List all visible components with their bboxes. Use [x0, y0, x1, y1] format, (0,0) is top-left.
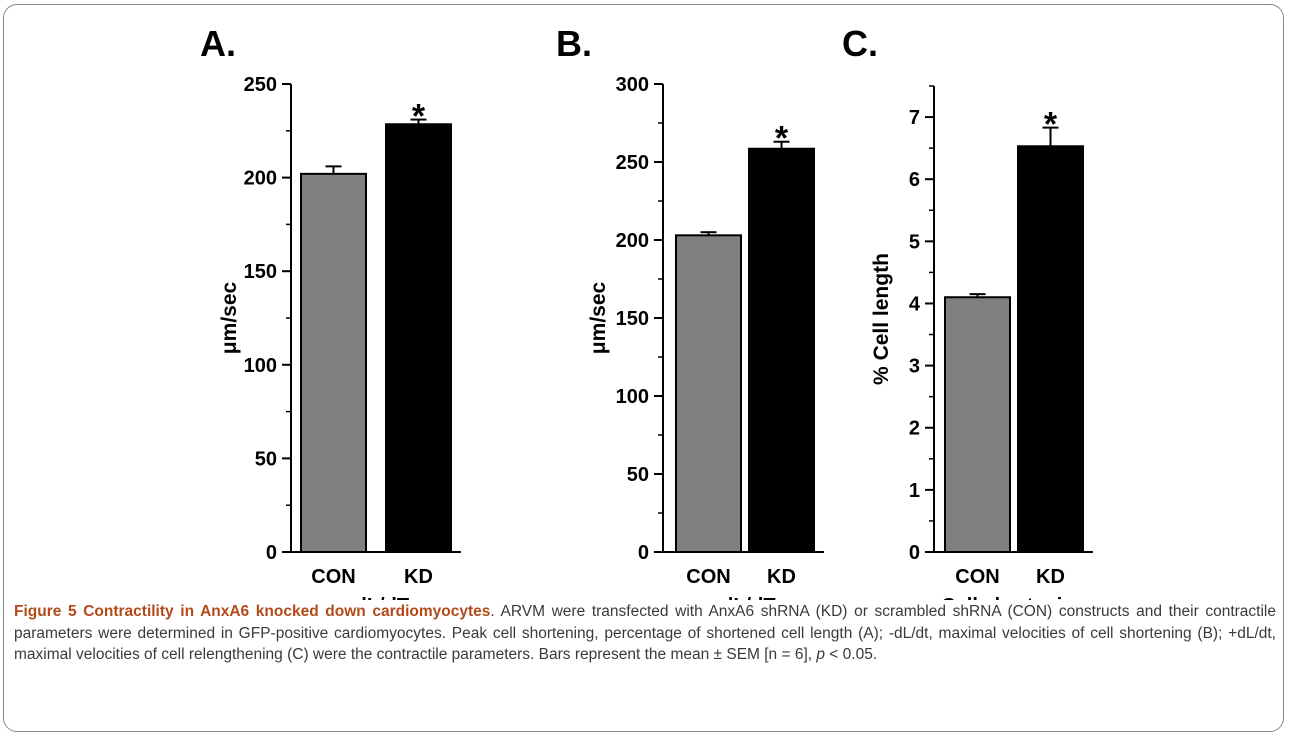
bar-kd: [1017, 145, 1084, 553]
y-tick-label: 250: [244, 74, 277, 96]
y-tick-label: 50: [255, 448, 277, 470]
y-tick-label: 150: [244, 261, 277, 283]
y-tick-label: 6: [909, 169, 920, 191]
x-tick-label: CON: [311, 566, 355, 588]
y-tick-label: 5: [909, 231, 920, 253]
panel-c: C. CON * KD 0 1 2 3 4 5 6 7 % Cell length Cell shorte…: [842, 23, 1093, 600]
y-axis-label: % Cell length: [870, 253, 893, 385]
y-tick-label: 4: [909, 293, 921, 315]
y-tick-label: 0: [266, 542, 277, 564]
panel-b: B. CON * KD 0 50 100 150 200 250 300 μm/sec -dL/dT: [556, 23, 824, 600]
y-axis-label: μm/sec: [587, 281, 610, 354]
caption-body: . ARVM were transfected with AnxA6 shRNA…: [14, 603, 1276, 663]
y-tick-label: 300: [616, 74, 649, 96]
bar-con: [675, 234, 742, 553]
bar-con: [300, 172, 367, 554]
x-axis-label: +dL/dT: [343, 595, 409, 600]
significance-marker: *: [1044, 106, 1058, 144]
caption-p-value: < 0.05.: [825, 646, 878, 663]
significance-marker: *: [412, 98, 426, 136]
caption-title: Figure 5 Contractility in AnxA6 knocked …: [14, 603, 491, 620]
y-tick-label: 100: [244, 355, 277, 377]
y-axis-label: μm/sec: [218, 281, 241, 354]
panel-a: A. CON * KD 0 50 100 150 200 250 μm/sec +dL/dT: [200, 23, 461, 600]
y-tick-label: 150: [616, 308, 649, 330]
panel-letter: B.: [556, 23, 592, 64]
x-tick-label: KD: [404, 566, 433, 588]
x-axis-label: -dL/dT: [714, 595, 775, 600]
y-tick-label: 1: [909, 480, 920, 502]
caption-p-symbol: p: [816, 646, 825, 663]
y-tick-label: 0: [909, 542, 920, 564]
panel-letter: A.: [200, 23, 236, 64]
y-tick-label: 7: [909, 107, 920, 129]
bar-kd: [748, 147, 815, 554]
x-tick-label: KD: [767, 566, 796, 588]
x-tick-label: CON: [686, 566, 730, 588]
bar-kd: [385, 123, 452, 554]
x-axis-label: Cell shortening: [941, 595, 1087, 600]
y-tick-label: 2: [909, 418, 920, 440]
significance-marker: *: [775, 120, 789, 158]
y-tick-label: 0: [638, 542, 649, 564]
x-tick-label: CON: [955, 566, 999, 588]
y-tick-label: 200: [616, 230, 649, 252]
panel-letter: C.: [842, 23, 878, 64]
y-tick-label: 100: [616, 386, 649, 408]
bar-con: [944, 296, 1011, 553]
x-tick-label: KD: [1036, 566, 1065, 588]
figure-caption: Figure 5 Contractility in AnxA6 knocked …: [14, 601, 1276, 666]
y-tick-label: 250: [616, 152, 649, 174]
y-tick-label: 200: [244, 168, 277, 190]
y-tick-label: 50: [627, 464, 649, 486]
y-tick-label: 3: [909, 356, 920, 378]
